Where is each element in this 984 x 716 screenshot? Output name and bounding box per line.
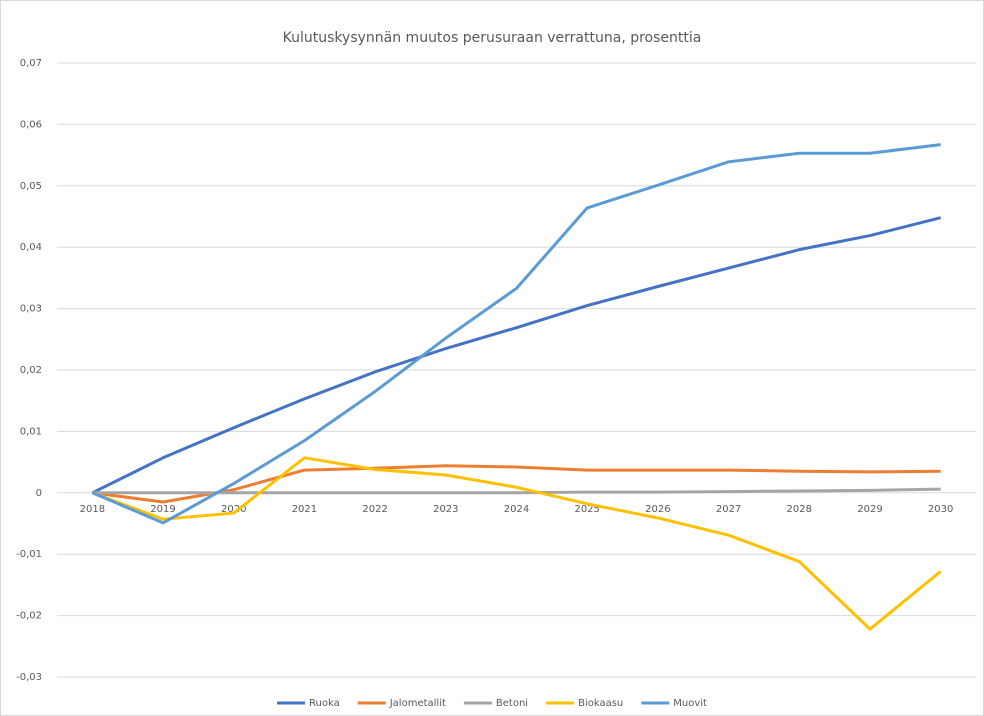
- legend-label: Biokaasu: [578, 698, 623, 709]
- x-tick-label: 2030: [928, 504, 953, 515]
- legend-label: Muovit: [673, 698, 707, 709]
- x-tick-label: 2020: [221, 504, 246, 515]
- legend-label: Ruoka: [309, 698, 340, 709]
- y-tick-label: -0,03: [16, 672, 42, 683]
- series-line: [91, 143, 941, 525]
- series-line: [92, 487, 941, 495]
- legend-label: Jalometallit: [389, 698, 446, 709]
- y-tick-label: 0,04: [20, 242, 42, 253]
- x-tick-label: 2022: [362, 504, 387, 515]
- y-tick-label: 0,01: [20, 426, 42, 437]
- y-tick-label: 0: [36, 488, 42, 499]
- x-tick-label: 2028: [787, 504, 812, 515]
- legend-label: Betoni: [496, 698, 528, 709]
- x-tick-label: 2023: [433, 504, 458, 515]
- x-tick-label: 2025: [574, 504, 599, 515]
- x-tick-label: 2024: [504, 504, 529, 515]
- x-tick-label: 2029: [857, 504, 882, 515]
- series-line: [91, 456, 942, 631]
- y-tick-label: -0,01: [16, 549, 42, 560]
- series-line: [92, 464, 941, 504]
- y-tick-label: 0,03: [20, 304, 42, 315]
- x-tick-label: 2027: [716, 504, 741, 515]
- x-tick-label: 2018: [80, 504, 105, 515]
- x-tick-label: 2021: [292, 504, 317, 515]
- y-tick-label: 0,02: [20, 365, 42, 376]
- x-tick-label: 2019: [150, 504, 175, 515]
- x-tick-label: 2026: [645, 504, 670, 515]
- y-tick-label: -0,02: [16, 611, 42, 622]
- series-line: [91, 216, 942, 495]
- y-tick-label: 0,05: [20, 181, 42, 192]
- y-tick-label: 0,06: [20, 119, 42, 130]
- chart-title: Kulutuskysynnän muutos perusuraan verrat…: [283, 30, 702, 46]
- y-tick-label: 0,07: [20, 58, 42, 69]
